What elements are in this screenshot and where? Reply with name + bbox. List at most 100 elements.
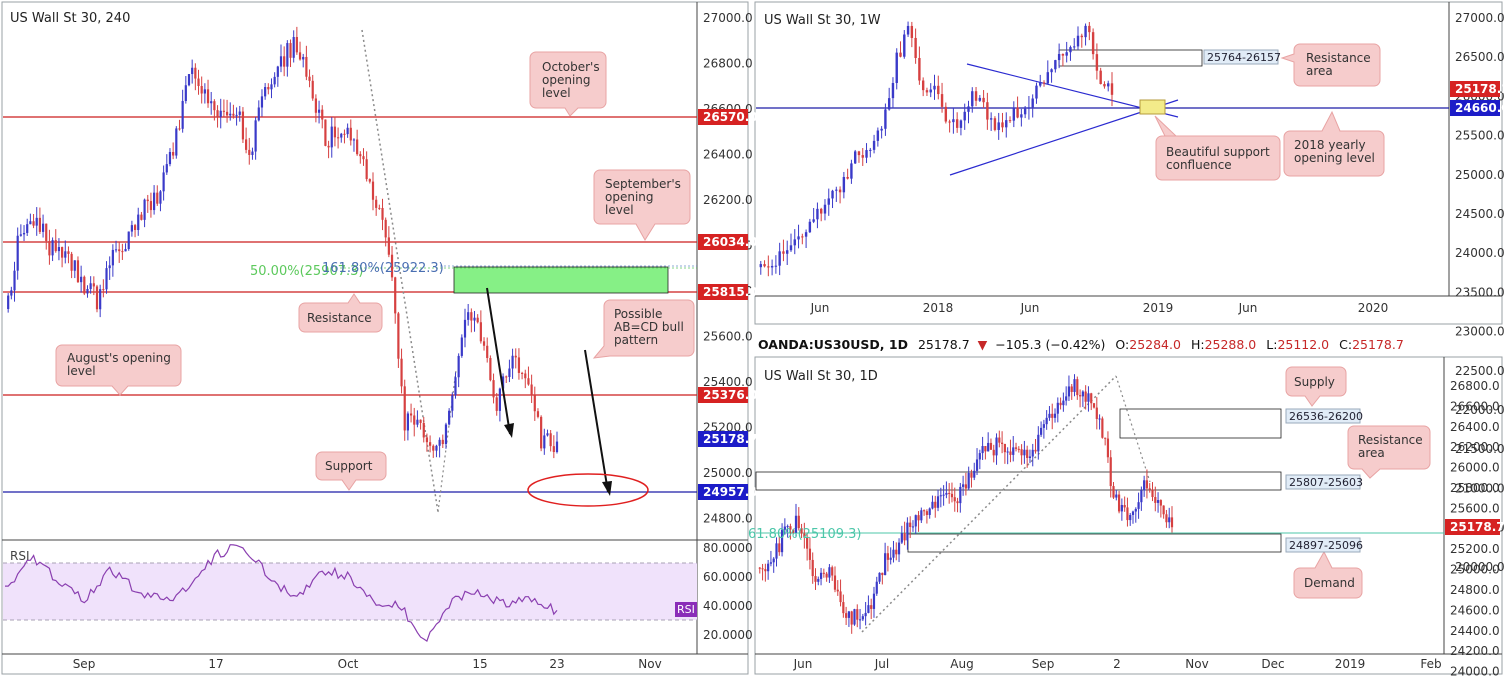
h4-candle — [102, 289, 105, 291]
h4-candle — [438, 439, 441, 446]
h4-candle — [311, 80, 314, 99]
rsi-tick: 60.0000 — [703, 570, 753, 584]
weekly-candle — [910, 25, 914, 38]
weekly-candle — [846, 176, 849, 179]
h4-candle — [143, 199, 146, 220]
weekly-candle — [842, 176, 846, 193]
weekly-candle — [903, 34, 906, 57]
h4-candle — [153, 192, 156, 211]
h4-candle — [267, 87, 270, 90]
h4-candle — [257, 107, 260, 121]
daily-change: −105.3 (−0.42%) — [995, 337, 1105, 352]
weekly-level-tag-box — [1450, 100, 1500, 116]
daily-candle — [1109, 457, 1112, 487]
weekly-candle — [880, 128, 883, 131]
h4-candle — [346, 127, 349, 135]
daily-x-tick: Feb — [1420, 657, 1441, 671]
h4-candle — [327, 145, 330, 148]
daily-candle — [984, 446, 987, 452]
daily-candle — [959, 486, 962, 504]
h4-candle — [292, 37, 295, 58]
fib-green-label: 50.00%(25907.3) — [250, 264, 363, 279]
daily-callout-supply: Supply — [1285, 366, 1347, 407]
zone-tag-box — [1285, 537, 1361, 553]
weekly-candle — [850, 163, 853, 179]
daily-h: 25288.0 — [1205, 337, 1257, 352]
weekly-callout-confluence-text: Beautiful support confluence — [1166, 145, 1270, 172]
daily-candle — [939, 495, 942, 497]
h4-candle — [175, 128, 178, 156]
h4-candle — [321, 109, 324, 120]
h4-candle — [397, 313, 400, 359]
h4-price-tag: 25178.7 — [703, 432, 758, 446]
weekly-candle — [952, 119, 955, 123]
weekly-candle — [918, 57, 921, 81]
daily-candle — [1126, 507, 1129, 521]
rsi-title: RSI — [10, 549, 30, 563]
h4-candle — [41, 223, 45, 232]
h4-candle — [105, 268, 108, 290]
h4-candle — [273, 76, 276, 85]
weekly-candle — [808, 221, 812, 233]
daily-candle — [1009, 451, 1012, 455]
daily-callout-demand: Demand — [1293, 550, 1363, 599]
h4-candle — [86, 288, 89, 294]
weekly-callout-confluence: Beautiful support confluence — [1154, 115, 1281, 181]
h4-candle — [511, 355, 514, 369]
daily-candle — [897, 542, 901, 555]
daily-candle — [1048, 413, 1051, 418]
weekly-candle — [925, 90, 929, 93]
h4-candle — [235, 114, 238, 116]
h4-candle — [194, 67, 197, 79]
h4-candle — [64, 251, 67, 258]
h4-candle — [118, 249, 121, 252]
h4-candle — [451, 395, 454, 411]
weekly-candle — [921, 80, 925, 91]
h4-candle — [317, 109, 321, 113]
h4-candle — [260, 96, 264, 108]
weekly-x-tick: Jun — [1020, 301, 1040, 315]
h4-x-tick: Nov — [638, 657, 661, 671]
h4-candle — [375, 199, 378, 208]
h4-candle — [22, 232, 26, 235]
weekly-candle — [1020, 114, 1023, 118]
daily-candle — [1151, 489, 1154, 498]
h4-candle — [76, 260, 80, 283]
daily-candle — [948, 492, 951, 494]
h4-x-tick: 23 — [549, 657, 564, 671]
daily-candle — [861, 616, 864, 620]
callout-abcd: Possible AB=CD bull pattern — [592, 299, 695, 359]
daily-candle — [1104, 437, 1107, 439]
daily-candle — [1081, 391, 1084, 397]
h4-candle — [140, 214, 143, 220]
h4-candle — [289, 43, 292, 58]
h4-candle — [178, 128, 181, 130]
h4-candle — [133, 225, 137, 230]
daily-candle — [789, 526, 792, 530]
weekly-candle — [1046, 72, 1049, 84]
daily-candle — [1162, 505, 1165, 515]
h4-candles — [7, 26, 559, 459]
h4-candle — [476, 317, 479, 323]
daily-candle — [920, 510, 923, 521]
daily-o: 25284.0 — [1129, 337, 1181, 352]
h4-y-tick: 24800.0 — [703, 512, 753, 526]
h4-candle — [165, 164, 168, 173]
weekly-candle — [774, 265, 778, 267]
weekly-candle — [812, 219, 815, 222]
daily-candle — [772, 558, 775, 563]
daily-candle — [950, 493, 954, 498]
weekly-y-tick: 23000.0 — [1455, 325, 1504, 339]
weekly-candle — [865, 150, 868, 158]
h4-candle — [425, 437, 429, 443]
daily-candle — [800, 528, 803, 534]
weekly-candle — [959, 120, 963, 128]
h4-candle — [19, 234, 22, 236]
daily-candle — [925, 511, 928, 515]
h4-candle — [555, 441, 559, 453]
h4-candle — [210, 101, 213, 104]
daily-candle — [945, 492, 948, 495]
h4-candle — [219, 110, 222, 117]
h4-candle — [184, 85, 187, 101]
weekly-candle — [872, 140, 876, 150]
